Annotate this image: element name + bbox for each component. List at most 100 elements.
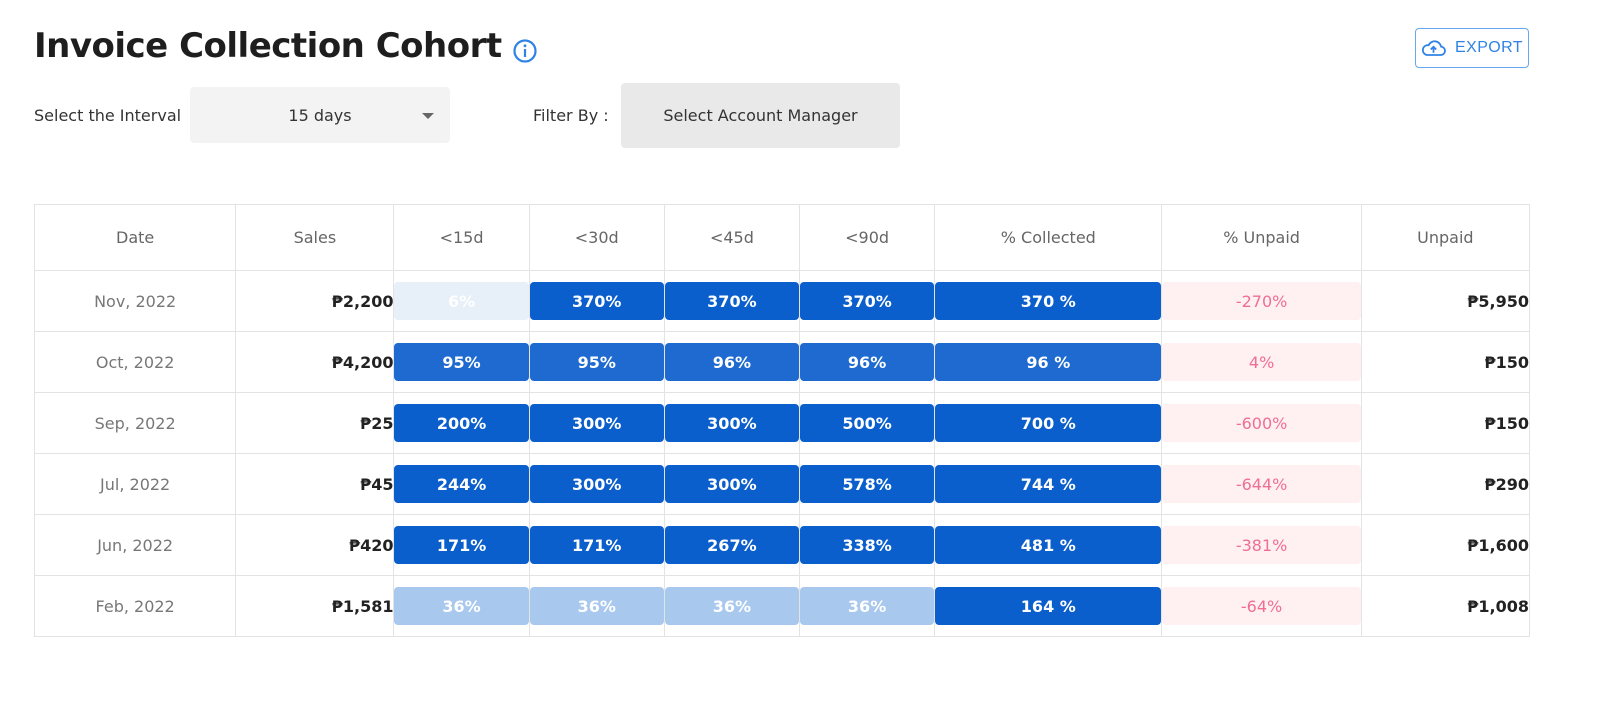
collected-pill: 744 % bbox=[935, 465, 1162, 503]
unpaid-cell: ₱150 bbox=[1360, 392, 1531, 454]
column-header-90d[interactable]: <90d bbox=[798, 204, 936, 271]
unpaid-pct-cell: -600% bbox=[1161, 392, 1362, 454]
d45-pill: 96% bbox=[664, 343, 799, 381]
unpaid-pct-cell: -64% bbox=[1161, 575, 1362, 637]
d30-pill: 300% bbox=[529, 404, 664, 442]
d90-pill: 578% bbox=[799, 465, 935, 503]
d45-pill: 36% bbox=[664, 587, 799, 625]
page-title: Invoice Collection Cohort bbox=[34, 26, 502, 66]
date-cell: Oct, 2022 bbox=[33, 331, 237, 393]
column-header-45d[interactable]: <45d bbox=[663, 204, 800, 271]
caret-down-icon bbox=[422, 113, 434, 119]
unpaid-cell: ₱1,600 bbox=[1360, 514, 1531, 576]
sales-cell: ₱2,200 bbox=[235, 270, 395, 332]
column-header-15d[interactable]: <15d bbox=[393, 204, 530, 271]
table-row: Sep, 2022 ₱25 200% 300% 300% 500% 700 % -600% ₱1… bbox=[33, 392, 1531, 454]
table-header-row: Date Sales <15d <30d <45d <90d % Collect… bbox=[33, 204, 1531, 271]
unpaid-pct-pill: 4% bbox=[1162, 343, 1361, 381]
column-header-sales[interactable]: Sales bbox=[235, 204, 395, 271]
collected-pill: 700 % bbox=[935, 404, 1162, 442]
date-cell: Jun, 2022 bbox=[33, 514, 237, 576]
collected-pill: 370 % bbox=[935, 282, 1162, 320]
d30-pill: 370% bbox=[529, 282, 664, 320]
cohort-table: Date Sales <15d <30d <45d <90d % Collect… bbox=[33, 204, 1531, 637]
d30-cell: 36% bbox=[528, 575, 665, 637]
d30-cell: 370% bbox=[528, 270, 665, 332]
unpaid-pct-cell: 4% bbox=[1161, 331, 1362, 393]
account-manager-select[interactable]: Select Account Manager bbox=[621, 83, 900, 148]
d30-pill: 36% bbox=[529, 587, 664, 625]
unpaid-cell: ₱1,008 bbox=[1360, 575, 1531, 637]
d45-pill: 370% bbox=[664, 282, 799, 320]
collected-cell: 744 % bbox=[934, 453, 1163, 515]
unpaid-pct-cell: -381% bbox=[1161, 514, 1362, 576]
filter-by-label: Filter By : bbox=[533, 106, 609, 125]
info-icon[interactable] bbox=[512, 33, 538, 63]
collected-cell: 164 % bbox=[934, 575, 1163, 637]
export-label: EXPORT bbox=[1455, 39, 1523, 56]
d90-pill: 500% bbox=[799, 404, 935, 442]
d15-cell: 36% bbox=[393, 575, 530, 637]
d15-cell: 171% bbox=[393, 514, 530, 576]
unpaid-pct-cell: -270% bbox=[1161, 270, 1362, 332]
collected-cell: 370 % bbox=[934, 270, 1163, 332]
table-row: Feb, 2022 ₱1,581 36% 36% 36% 36% 164 % -64% ₱1,0… bbox=[33, 575, 1531, 637]
d15-pill: 36% bbox=[394, 587, 529, 625]
collected-pill: 481 % bbox=[935, 526, 1162, 564]
collected-cell: 481 % bbox=[934, 514, 1163, 576]
d45-cell: 96% bbox=[663, 331, 800, 393]
unpaid-pct-cell: -644% bbox=[1161, 453, 1362, 515]
interval-select[interactable]: 15 days bbox=[190, 87, 450, 143]
date-cell: Feb, 2022 bbox=[33, 575, 237, 637]
column-header-30d[interactable]: <30d bbox=[528, 204, 665, 271]
interval-label: Select the Interval bbox=[34, 106, 182, 125]
d30-pill: 95% bbox=[529, 343, 664, 381]
table-row: Jun, 2022 ₱420 171% 171% 267% 338% 481 % -381% ₱… bbox=[33, 514, 1531, 576]
unpaid-cell: ₱290 bbox=[1360, 453, 1531, 515]
sales-cell: ₱25 bbox=[235, 392, 395, 454]
d90-pill: 36% bbox=[799, 587, 935, 625]
d90-pill: 96% bbox=[799, 343, 935, 381]
sales-cell: ₱45 bbox=[235, 453, 395, 515]
d30-cell: 95% bbox=[528, 331, 665, 393]
d15-cell: 244% bbox=[393, 453, 530, 515]
d15-pill: 95% bbox=[394, 343, 529, 381]
d45-cell: 370% bbox=[663, 270, 800, 332]
sales-cell: ₱1,581 bbox=[235, 575, 395, 637]
unpaid-cell: ₱5,950 bbox=[1360, 270, 1531, 332]
d30-pill: 300% bbox=[529, 465, 664, 503]
column-header-unpaid[interactable]: Unpaid bbox=[1360, 204, 1531, 271]
account-manager-placeholder: Select Account Manager bbox=[663, 106, 858, 125]
d30-cell: 171% bbox=[528, 514, 665, 576]
d30-pill: 171% bbox=[529, 526, 664, 564]
page-title-group: Invoice Collection Cohort bbox=[34, 26, 538, 66]
d15-pill: 6% bbox=[394, 282, 529, 320]
column-header-unpaid-pct[interactable]: % Unpaid bbox=[1161, 204, 1362, 271]
export-button[interactable]: EXPORT bbox=[1415, 28, 1529, 68]
d15-cell: 95% bbox=[393, 331, 530, 393]
table-row: Nov, 2022 ₱2,200 6% 370% 370% 370% 370 % -270% ₱… bbox=[33, 270, 1531, 332]
d15-cell: 200% bbox=[393, 392, 530, 454]
collected-cell: 96 % bbox=[934, 331, 1163, 393]
d90-pill: 338% bbox=[799, 526, 935, 564]
d45-cell: 300% bbox=[663, 453, 800, 515]
table-row: Oct, 2022 ₱4,200 95% 95% 96% 96% 96 % 4% ₱150 bbox=[33, 331, 1531, 393]
d90-cell: 500% bbox=[798, 392, 936, 454]
collected-cell: 700 % bbox=[934, 392, 1163, 454]
unpaid-pct-pill: -644% bbox=[1162, 465, 1361, 503]
d15-pill: 244% bbox=[394, 465, 529, 503]
interval-value: 15 days bbox=[288, 105, 352, 125]
column-header-date[interactable]: Date bbox=[33, 204, 237, 271]
d90-cell: 338% bbox=[798, 514, 936, 576]
d30-cell: 300% bbox=[528, 392, 665, 454]
d15-cell: 6% bbox=[393, 270, 530, 332]
d90-cell: 578% bbox=[798, 453, 936, 515]
d90-pill: 370% bbox=[799, 282, 935, 320]
column-header-collected[interactable]: % Collected bbox=[934, 204, 1163, 271]
d90-cell: 370% bbox=[798, 270, 936, 332]
d15-pill: 171% bbox=[394, 526, 529, 564]
cloud-upload-icon bbox=[1421, 40, 1446, 56]
collected-pill: 164 % bbox=[935, 587, 1162, 625]
sales-cell: ₱4,200 bbox=[235, 331, 395, 393]
d45-pill: 267% bbox=[664, 526, 799, 564]
